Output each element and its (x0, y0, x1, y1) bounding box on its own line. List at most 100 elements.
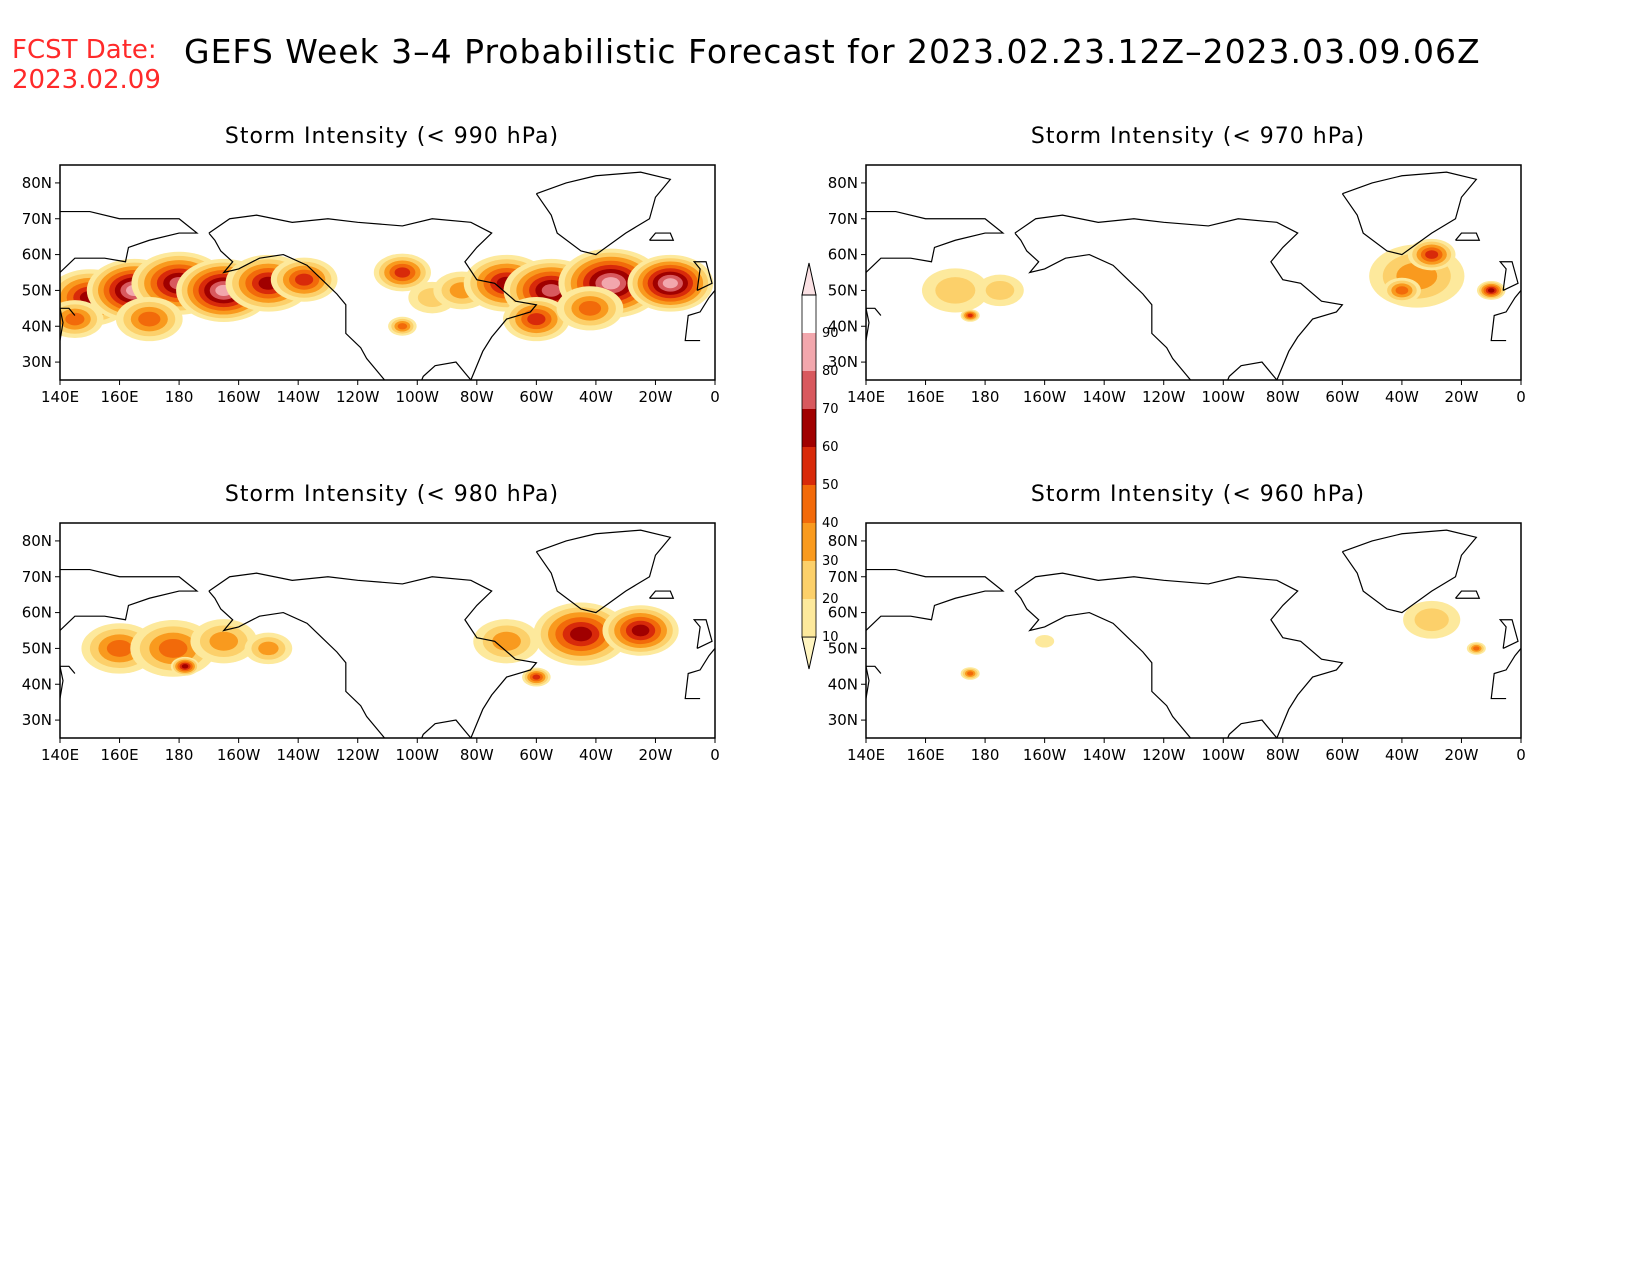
colorbar-swatch (802, 523, 816, 561)
lon-tick-label: 120W (1142, 388, 1186, 406)
lon-tick-label: 140W (1082, 746, 1126, 764)
coastline-uk (1498, 619, 1519, 649)
prob-contour (527, 313, 546, 326)
coastline-north_america (1014, 572, 1344, 738)
colorbar-label: 50 (822, 478, 839, 493)
prob-contour (295, 273, 314, 286)
coastlines (866, 171, 1521, 380)
panel-title-980: Storm Intensity (< 980 hPa) (224, 482, 560, 507)
prob-contour (935, 277, 976, 304)
lon-tick-label: 80W (460, 746, 494, 764)
lon-tick-label: 140E (41, 388, 79, 406)
lon-tick-label: 120W (336, 746, 380, 764)
lat-tick-label: 50N (22, 639, 52, 657)
lon-tick-label: 100W (396, 388, 440, 406)
prob-contour (158, 638, 188, 658)
lat-tick-label: 70N (22, 568, 52, 586)
probability-field (81, 602, 679, 687)
lon-tick-label: 140W (276, 388, 320, 406)
lat-tick-label: 40N (828, 675, 858, 693)
coastline-europe (1490, 290, 1521, 342)
prob-contour (541, 284, 561, 297)
colorbar-label: 30 (822, 554, 839, 569)
coastline-iceland (649, 590, 675, 599)
prob-contour (601, 277, 621, 290)
prob-contour (532, 674, 541, 680)
coastline-iceland (1455, 232, 1481, 241)
lat-tick-label: 70N (828, 210, 858, 228)
lat-tick-label: 40N (828, 317, 858, 335)
lat-tick-label: 60N (828, 246, 858, 264)
prob-contour (967, 313, 973, 318)
colorbar-swatch (802, 561, 816, 599)
colorbar-label: 70 (822, 402, 839, 417)
lat-tick-label: 80N (828, 174, 858, 192)
lon-tick-label: 20W (638, 388, 672, 406)
lon-tick-label: 40W (579, 388, 613, 406)
prob-contour (65, 312, 85, 326)
lon-tick-label: 80W (1266, 746, 1300, 764)
coastline-north_america (1014, 214, 1344, 380)
colorbar-swatch (802, 447, 816, 485)
colorbar-label: 90 (822, 326, 839, 341)
lat-tick-label: 60N (828, 604, 858, 622)
coastline-asia (866, 568, 1005, 631)
colorbar-swatch (802, 599, 816, 637)
colorbar-swatch (802, 333, 816, 371)
lon-tick-label: 180 (971, 388, 1000, 406)
coastline-asia (60, 210, 199, 273)
coastline-north_america (208, 214, 538, 380)
prob-contour (1473, 646, 1480, 651)
lon-tick-label: 180 (165, 388, 194, 406)
prob-contour (1414, 608, 1449, 632)
colorbar-swatch (802, 371, 816, 409)
lat-tick-label: 30N (22, 353, 52, 371)
lon-tick-label: 20W (1444, 746, 1478, 764)
prob-contour (570, 626, 593, 642)
coastline-europe (684, 290, 715, 342)
lon-tick-label: 0 (710, 746, 720, 764)
lon-tick-label: 60W (519, 746, 553, 764)
coastline-japan (60, 665, 76, 699)
lon-tick-label: 140W (276, 746, 320, 764)
colorbar-label: 10 (822, 630, 839, 645)
lon-tick-label: 160E (906, 746, 944, 764)
lon-tick-label: 100W (1202, 746, 1246, 764)
prob-contour (985, 280, 1015, 300)
lon-tick-label: 100W (396, 746, 440, 764)
prob-contour (1035, 634, 1055, 648)
lon-tick-label: 180 (165, 746, 194, 764)
coastline-uk (692, 261, 713, 291)
map-panel-980: 80N 70N 60N 50N 40N 30N 140E 160E 180 160W 140W 120… (22, 522, 720, 764)
coastline-europe (684, 648, 715, 700)
coastlines (60, 171, 715, 380)
lat-tick-label: 30N (828, 711, 858, 729)
coastlines (60, 529, 715, 738)
lon-tick-label: 180 (971, 746, 1000, 764)
lon-tick-label: 80W (460, 388, 494, 406)
prob-contour (1425, 250, 1439, 259)
lon-tick-label: 160W (1023, 746, 1067, 764)
lon-tick-label: 100W (1202, 388, 1246, 406)
lon-tick-label: 0 (710, 388, 720, 406)
lat-tick-label: 50N (828, 281, 858, 299)
coastlines (866, 529, 1521, 738)
prob-contour (397, 323, 408, 330)
coastline-japan (866, 307, 882, 341)
coastline-north_america (208, 572, 538, 738)
lon-tick-label: 40W (1385, 388, 1419, 406)
prob-contour (662, 278, 678, 289)
colorbar-label: 20 (822, 592, 839, 607)
lon-tick-label: 120W (1142, 746, 1186, 764)
prob-contour (578, 300, 602, 316)
lon-tick-label: 160W (217, 746, 261, 764)
lon-tick-label: 160W (1023, 388, 1067, 406)
lon-tick-label: 140E (847, 388, 885, 406)
panel-title-960: Storm Intensity (< 960 hPa) (1030, 482, 1366, 507)
lon-tick-label: 0 (1516, 388, 1526, 406)
map-frame (865, 164, 1522, 381)
lat-tick-label: 40N (22, 317, 52, 335)
lon-tick-label: 40W (579, 746, 613, 764)
lon-tick-label: 140E (41, 746, 79, 764)
lon-tick-label: 60W (1325, 746, 1359, 764)
